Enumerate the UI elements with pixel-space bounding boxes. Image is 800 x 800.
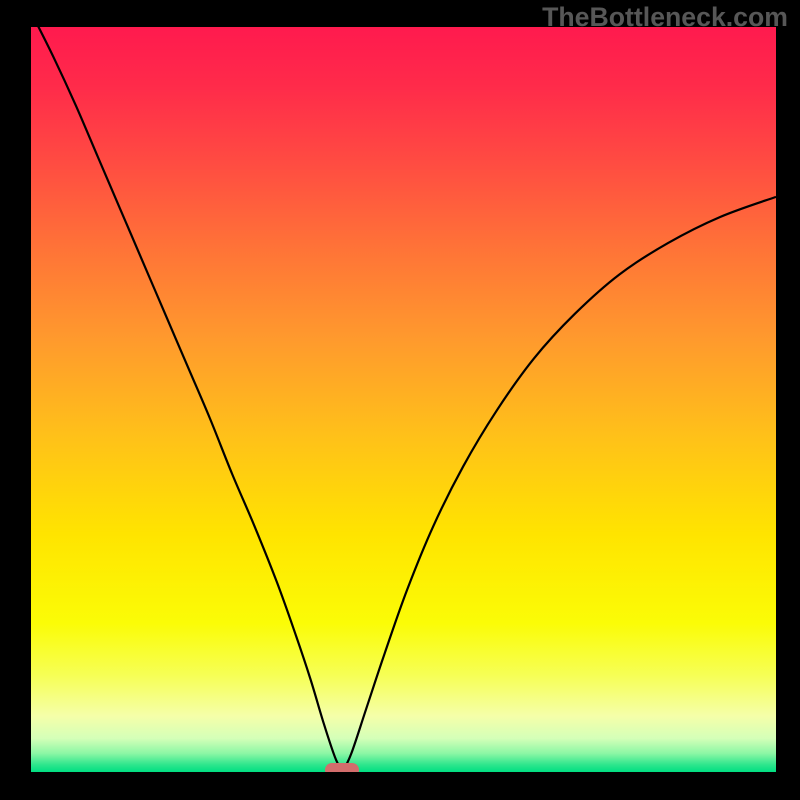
curve-right-branch <box>342 197 776 772</box>
watermark-text: TheBottleneck.com <box>542 2 788 33</box>
minimum-marker <box>325 763 359 772</box>
plot-area <box>31 27 776 772</box>
curve-left-branch <box>31 27 342 772</box>
bottleneck-curve <box>31 27 776 772</box>
